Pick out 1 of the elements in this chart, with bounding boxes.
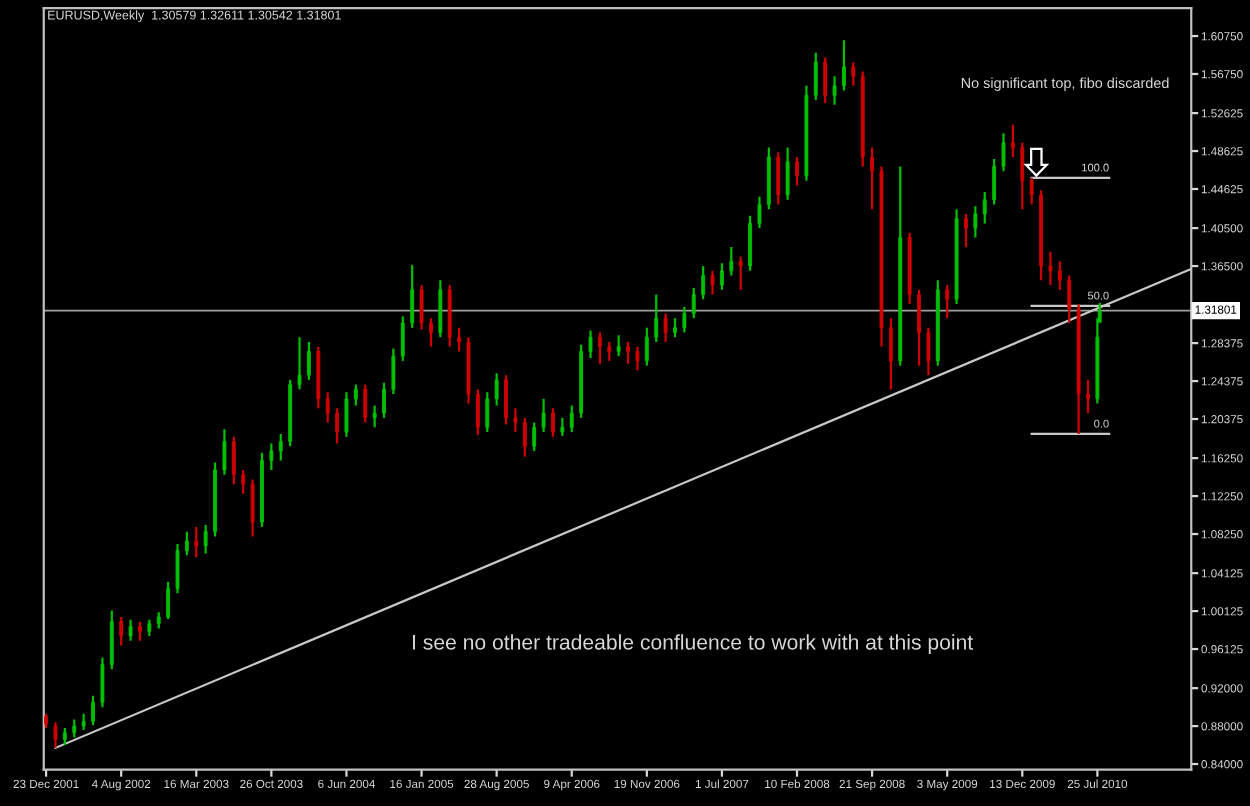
annotation: I see no other tradeable confluence to work with at this point bbox=[413, 634, 974, 654]
